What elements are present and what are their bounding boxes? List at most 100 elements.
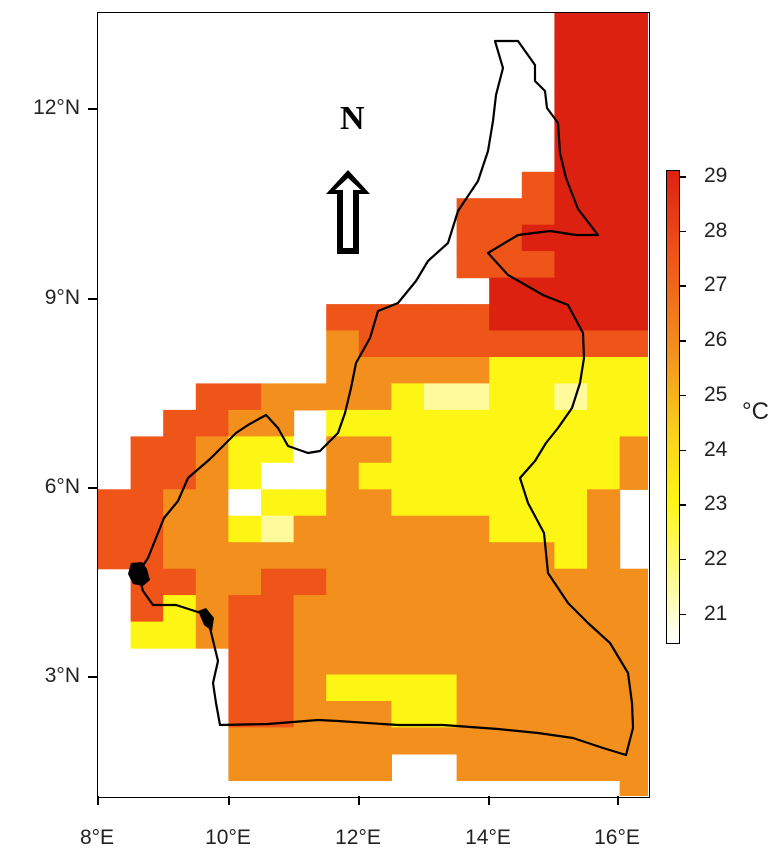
- raster-cell: [456, 489, 490, 517]
- north-arrow-label: N: [340, 100, 365, 137]
- colorbar-tick-mark: [680, 285, 686, 287]
- raster-cell: [261, 515, 295, 543]
- raster-cell: [521, 648, 555, 676]
- y-tick-mark: [88, 298, 97, 300]
- raster-cell: [456, 304, 490, 332]
- raster-cell: [424, 462, 458, 490]
- raster-cell: [456, 568, 490, 596]
- raster-cell: [587, 277, 621, 305]
- raster-cell: [489, 357, 523, 385]
- raster-cell: [293, 515, 327, 543]
- raster-cell: [326, 515, 360, 543]
- raster-cell: [489, 198, 523, 226]
- raster-cell: [554, 753, 588, 781]
- raster-cell: [391, 383, 425, 411]
- raster-cell: [261, 383, 295, 411]
- raster-cell: [326, 648, 360, 676]
- raster-cell: [619, 330, 648, 358]
- raster-cell: [326, 727, 360, 755]
- raster-cell: [391, 701, 425, 729]
- raster-cell: [456, 621, 490, 649]
- raster-cell: [587, 304, 621, 332]
- raster-cell: [554, 383, 588, 411]
- raster-cell: [489, 277, 523, 305]
- raster-cell: [554, 648, 588, 676]
- raster-cell: [587, 701, 621, 729]
- raster-cell: [587, 542, 621, 570]
- raster-cell: [326, 674, 360, 702]
- colorbar-tick-label: 28: [704, 218, 728, 242]
- raster-cell: [358, 648, 392, 676]
- raster-cell: [261, 753, 295, 781]
- raster-cell: [619, 92, 648, 120]
- raster-cell: [587, 145, 621, 173]
- raster-cell: [293, 674, 327, 702]
- colorbar-tick-label: 23: [704, 492, 728, 516]
- raster-cell: [521, 383, 555, 411]
- colorbar-tick-label: 21: [704, 601, 728, 625]
- raster-cell: [424, 648, 458, 676]
- raster-cell: [456, 357, 490, 385]
- raster-cell: [456, 542, 490, 570]
- raster-cell: [456, 462, 490, 490]
- raster-cell: [489, 224, 523, 252]
- raster-cell: [358, 383, 392, 411]
- raster-cell: [358, 674, 392, 702]
- raster-cell: [521, 436, 555, 464]
- x-tick-label: 8°E: [79, 826, 115, 849]
- raster-cell: [261, 595, 295, 623]
- country-border-outline: [136, 39, 635, 757]
- raster-cell: [619, 595, 648, 623]
- raster-cell: [391, 727, 425, 755]
- raster-cell: [358, 357, 392, 385]
- raster-cell: [424, 701, 458, 729]
- raster-cell: [554, 224, 588, 252]
- raster-cell: [554, 277, 588, 305]
- raster-cell: [521, 462, 555, 490]
- raster-cell: [326, 753, 360, 781]
- raster-cell: [619, 753, 648, 781]
- raster-cell: [489, 542, 523, 570]
- colorbar-tick-label: 25: [704, 382, 728, 406]
- raster-cell: [521, 595, 555, 623]
- raster-cell: [424, 304, 458, 332]
- raster-cell: [521, 489, 555, 517]
- raster-cell: [391, 330, 425, 358]
- x-tick-mark: [97, 796, 99, 805]
- colorbar-tick-label: 27: [704, 273, 728, 297]
- raster-cell: [261, 674, 295, 702]
- y-tick-mark: [88, 108, 97, 110]
- raster-cell: [521, 224, 555, 252]
- raster-cell: [554, 198, 588, 226]
- x-tick-mark: [617, 796, 619, 805]
- raster-cell: [554, 701, 588, 729]
- raster-cell: [456, 224, 490, 252]
- raster-cell: [489, 595, 523, 623]
- raster-cell: [195, 515, 229, 543]
- colorbar-tick-mark: [680, 394, 686, 397]
- raster-cell: [163, 621, 197, 649]
- raster-cell: [98, 489, 132, 517]
- colorbar-tick-label: 26: [704, 328, 728, 352]
- raster-cell: [554, 621, 588, 649]
- raster-cell: [228, 542, 262, 570]
- raster-cell: [587, 595, 621, 623]
- raster-cell: [326, 489, 360, 517]
- raster-cell: [619, 251, 648, 279]
- raster-cell: [391, 489, 425, 517]
- raster-cell: [554, 515, 588, 543]
- raster-cell: [293, 648, 327, 676]
- raster-cell: [391, 409, 425, 437]
- raster-cell: [554, 13, 588, 41]
- raster-cell: [456, 330, 490, 358]
- raster-cell: [261, 727, 295, 755]
- raster-cell: [391, 674, 425, 702]
- raster-cell: [424, 542, 458, 570]
- raster-cell: [554, 65, 588, 93]
- raster-cell: [587, 357, 621, 385]
- raster-cell: [130, 621, 164, 649]
- raster-cell: [391, 542, 425, 570]
- raster-cell: [228, 462, 262, 490]
- raster-cell: [489, 304, 523, 332]
- raster-cell: [195, 489, 229, 517]
